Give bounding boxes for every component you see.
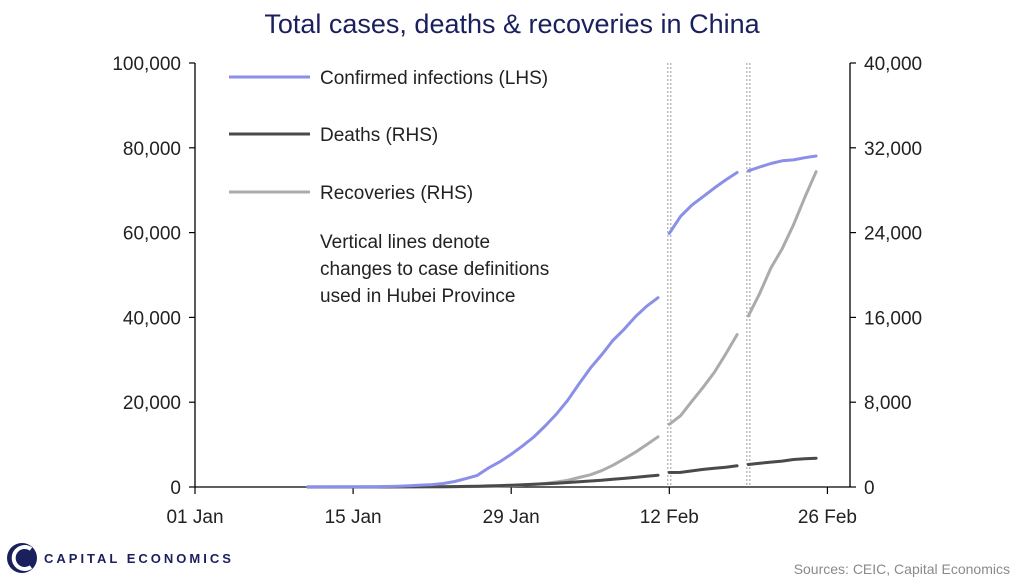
y-left-tick-label: 0 bbox=[170, 478, 181, 499]
y-right-tick-label: 40,000 bbox=[864, 54, 922, 75]
series-layer bbox=[306, 154, 818, 489]
x-tick-label: 26 Feb bbox=[798, 507, 857, 528]
series-line-confirmed-infections-lhs-segment-3 bbox=[746, 154, 818, 173]
y-right-tick-label: 0 bbox=[864, 478, 875, 499]
series-line-recoveries-rhs-segment-3 bbox=[746, 170, 818, 318]
axes: 0 20,000 40,000 60,000 80,000 100,000 0 8,000 16… bbox=[112, 54, 922, 528]
series-line-deaths-rhs-segment-2 bbox=[667, 464, 739, 474]
legend-label: Recoveries (RHS) bbox=[320, 183, 473, 204]
brand-logo: CAPITAL ECONOMICS bbox=[7, 543, 234, 573]
x-tick-label: 29 Jan bbox=[483, 507, 540, 528]
x-tick-label: 12 Feb bbox=[640, 507, 699, 528]
series-line-deaths-rhs-segment-3 bbox=[746, 456, 818, 466]
chart-title: Total cases, deaths & recoveries in Chin… bbox=[264, 9, 760, 39]
logo-c-icon bbox=[11, 545, 33, 571]
y-left-tick-label: 100,000 bbox=[112, 54, 181, 75]
note-line-2: changes to case definitions bbox=[320, 259, 549, 280]
series-line-confirmed-infections-lhs-segment-2 bbox=[667, 171, 739, 235]
legend-label: Deaths (RHS) bbox=[320, 125, 438, 146]
brand-name: CAPITAL ECONOMICS bbox=[44, 551, 234, 566]
y-left-tick-label: 80,000 bbox=[123, 139, 181, 160]
y-right-tick-label: 8,000 bbox=[864, 393, 912, 414]
y-right-tick-label: 24,000 bbox=[864, 224, 922, 245]
x-tick-label: 01 Jan bbox=[166, 507, 223, 528]
series-line-confirmed-infections-lhs-segment-1 bbox=[306, 296, 660, 489]
chart-note: Vertical lines denote changes to case de… bbox=[320, 232, 549, 307]
legend: Confirmed infections (LHS) Deaths (RHS) Re… bbox=[229, 68, 548, 204]
y-right-tick-label: 32,000 bbox=[864, 139, 922, 160]
source-note: Sources: CEIC, Capital Economics bbox=[794, 561, 1010, 577]
series-line-deaths-rhs-segment-1 bbox=[306, 473, 660, 489]
note-line-1: Vertical lines denote bbox=[320, 232, 490, 253]
y-right-tick-label: 16,000 bbox=[864, 308, 922, 329]
x-tick-label: 15 Jan bbox=[325, 507, 382, 528]
y-left-tick-label: 60,000 bbox=[123, 224, 181, 245]
series-line-recoveries-rhs-segment-2 bbox=[667, 333, 739, 426]
legend-label: Confirmed infections (LHS) bbox=[320, 68, 548, 89]
y-left-tick-label: 40,000 bbox=[123, 308, 181, 329]
case-definition-change-lines bbox=[667, 63, 751, 487]
y-left-tick-label: 20,000 bbox=[123, 393, 181, 414]
note-line-3: used in Hubei Province bbox=[320, 286, 515, 307]
